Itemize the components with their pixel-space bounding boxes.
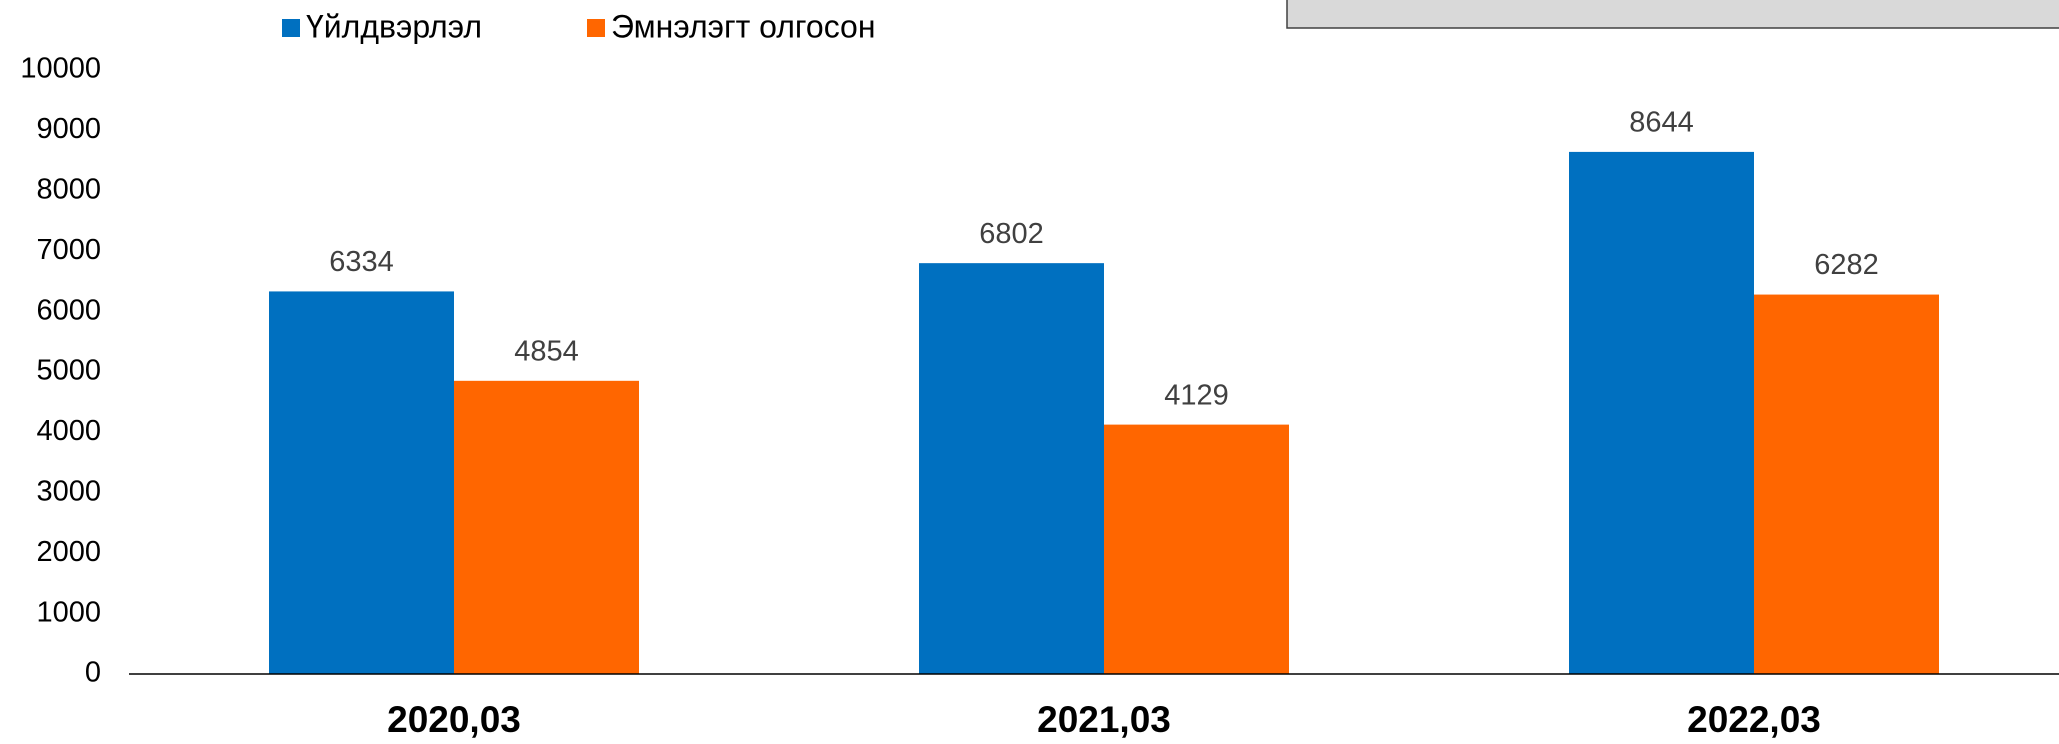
bar bbox=[1569, 151, 1754, 674]
bar bbox=[1754, 294, 1939, 674]
y-tick-label: 8000 bbox=[36, 173, 101, 205]
legend-swatch bbox=[587, 19, 605, 37]
y-tick-label: 10000 bbox=[20, 53, 101, 85]
value-label: 6282 bbox=[1814, 249, 1879, 281]
y-tick-label: 3000 bbox=[36, 475, 101, 507]
y-tick-label: 5000 bbox=[36, 355, 101, 387]
legend-label: Эмнэлэгт олгосон bbox=[611, 8, 876, 44]
bar bbox=[454, 380, 639, 674]
overlay-box bbox=[1286, 0, 2059, 29]
legend-swatch bbox=[282, 19, 300, 37]
value-label: 6802 bbox=[979, 218, 1044, 250]
y-tick-label: 4000 bbox=[36, 415, 101, 447]
value-label: 8644 bbox=[1629, 107, 1694, 139]
bar bbox=[919, 263, 1104, 674]
bar bbox=[269, 291, 454, 674]
y-tick-label: 6000 bbox=[36, 294, 101, 326]
y-tick-label: 2000 bbox=[36, 536, 101, 568]
x-tick-label: 2021,03 bbox=[1037, 699, 1171, 740]
value-label: 4129 bbox=[1164, 379, 1229, 411]
bar bbox=[1104, 424, 1289, 674]
y-tick-label: 7000 bbox=[36, 234, 101, 266]
value-label: 4854 bbox=[514, 335, 579, 367]
value-label: 6334 bbox=[329, 246, 394, 278]
y-tick-label: 0 bbox=[85, 657, 101, 689]
x-tick-label: 2022,03 bbox=[1687, 699, 1821, 740]
y-tick-label: 1000 bbox=[36, 596, 101, 628]
y-tick-label: 9000 bbox=[36, 113, 101, 145]
legend-label: Үйлдвэрлэл bbox=[306, 8, 482, 44]
x-tick-label: 2020,03 bbox=[387, 699, 521, 740]
